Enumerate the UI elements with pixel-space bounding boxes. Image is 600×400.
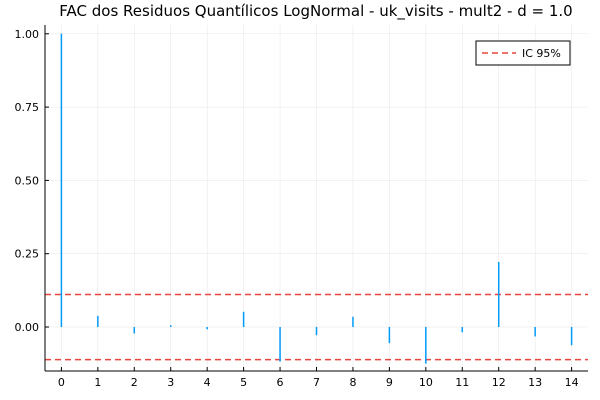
legend-box (475, 40, 571, 66)
axes: 0 1 2 3 4 5 6 7 8 9 10 11 12 13 140.000.250.500.751.00 (15, 25, 588, 389)
y-tick-label: 0.75 (15, 101, 40, 114)
x-tick-label: 3 (167, 376, 174, 389)
y-tick-label: 0.00 (15, 321, 40, 334)
x-tick-label: 7 (313, 376, 320, 389)
x-tick-label: 1 (94, 376, 101, 389)
confidence-interval-lines (45, 293, 588, 361)
grid (45, 25, 588, 371)
x-tick-label: 5 (240, 376, 247, 389)
x-tick-label: 9 (386, 376, 393, 389)
x-tick-label: 8 (349, 376, 356, 389)
y-tick-label: 0.25 (15, 248, 40, 261)
x-tick-label: 13 (528, 376, 542, 389)
x-tick-label: 10 (419, 376, 433, 389)
legend: IC 95% (475, 40, 571, 66)
x-tick-label: 2 (131, 376, 138, 389)
y-tick-label: 1.00 (15, 28, 40, 41)
x-tick-label: 12 (492, 376, 506, 389)
acf-bars (60, 33, 573, 364)
chart-title: FAC dos Residuos Quantílicos LogNormal -… (59, 2, 572, 21)
x-tick-label: 14 (565, 376, 579, 389)
x-tick-label: 0 (58, 376, 65, 389)
legend-label-ci: IC 95% (522, 47, 561, 60)
x-tick-label: 11 (455, 376, 469, 389)
y-tick-label: 0.50 (15, 174, 40, 187)
x-tick-label: 6 (277, 376, 284, 389)
x-tick-label: 4 (204, 376, 211, 389)
